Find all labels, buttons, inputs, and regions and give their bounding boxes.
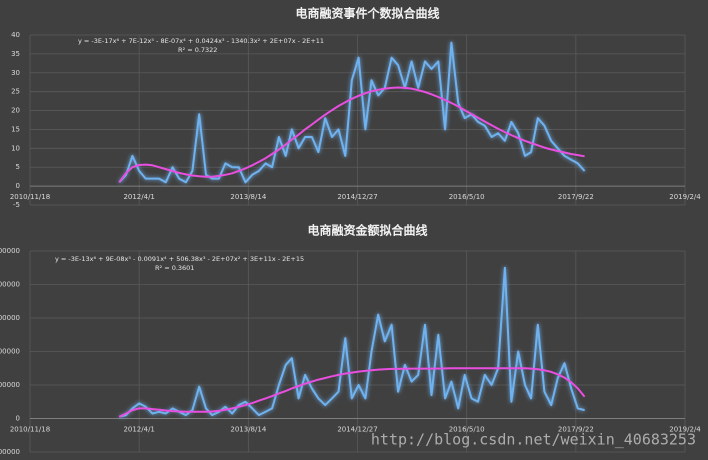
y-tick-label: 10 — [11, 144, 20, 152]
chart-title: 电商融资事件个数拟合曲线 — [295, 6, 439, 21]
x-tick-label: 2019/2/4 — [669, 426, 701, 434]
x-tick-label: 2012/4/1 — [123, 426, 154, 434]
annotation: y = -3E-13x⁶ + 9E-08x⁵ - 0.0091x⁴ + 506.… — [55, 255, 304, 263]
annotation: R² = 0.7322 — [178, 46, 217, 54]
y-tick-label: 30 — [11, 69, 20, 77]
y-tick-label: 25 — [11, 88, 20, 96]
x-tick-label: 2017/9/22 — [558, 426, 594, 434]
y-tick-label: 500000 — [0, 247, 20, 255]
y-tick-label: -5 — [13, 201, 20, 209]
y-tick-label: -100000 — [0, 448, 20, 456]
x-tick-label: 2016/5/10 — [449, 193, 485, 201]
x-tick-label: 2014/12/27 — [337, 426, 377, 434]
y-tick-label: 300000 — [0, 314, 20, 322]
x-tick-label: 2016/5/10 — [449, 426, 485, 434]
y-tick-label: 35 — [11, 50, 20, 58]
y-tick-label: 400000 — [0, 281, 20, 289]
series-line — [118, 86, 585, 183]
x-tick-label: 2010/11/18 — [10, 193, 50, 201]
watermark: http://blog.csdn.net/weixin_40683253 — [371, 431, 696, 449]
series-line — [118, 41, 586, 184]
x-tick-label: 2012/4/1 — [123, 193, 154, 201]
series-line — [119, 266, 585, 418]
annotation: R² = 0.3601 — [155, 264, 194, 272]
annotation: y = -3E-17x⁶ + 7E-12x⁵ - 8E-07x⁴ + 0.042… — [78, 37, 324, 45]
y-tick-label: 0 — [16, 182, 20, 190]
series-line — [118, 367, 586, 418]
x-tick-label: 2019/2/4 — [669, 193, 701, 201]
y-tick-label: 0 — [16, 415, 20, 423]
x-tick-label: 2013/8/14 — [230, 193, 266, 201]
y-tick-label: 200000 — [0, 348, 20, 356]
y-tick-label: 40 — [11, 31, 20, 39]
x-tick-label: 2013/8/14 — [230, 426, 266, 434]
y-tick-label: 100000 — [0, 381, 20, 389]
x-tick-label: 2017/9/22 — [558, 193, 594, 201]
y-tick-label: 20 — [11, 107, 20, 115]
x-tick-label: 2010/11/18 — [10, 426, 50, 434]
y-tick-label: 5 — [16, 163, 20, 171]
y-tick-label: 15 — [11, 125, 20, 133]
chart-title: 电商融资金额拟合曲线 — [307, 223, 427, 238]
x-tick-label: 2014/12/27 — [337, 193, 377, 201]
